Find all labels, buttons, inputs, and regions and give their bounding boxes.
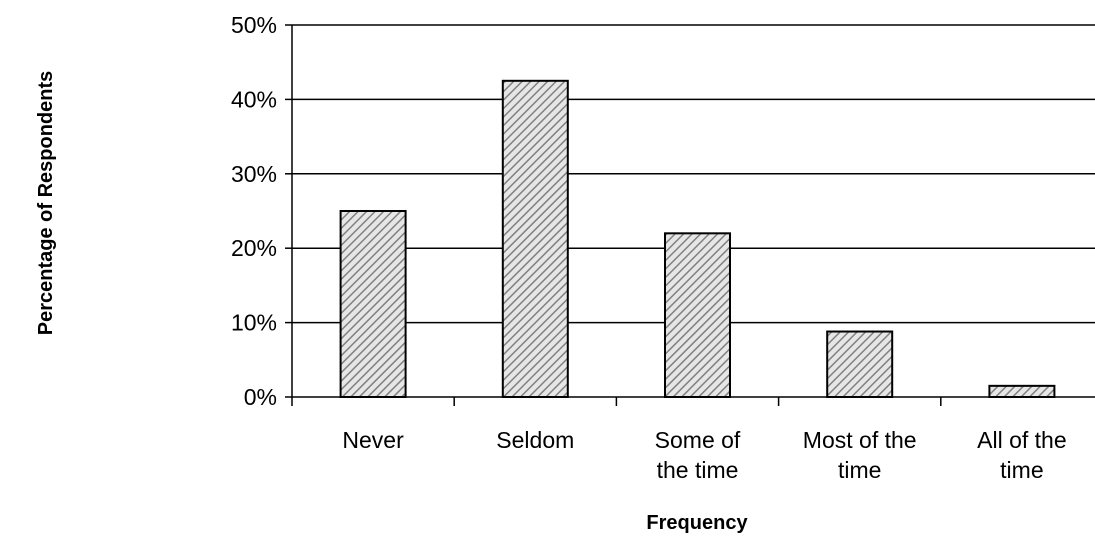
y-tick-labels: 0% 10% 20% 30% 40% 50% [231, 12, 277, 410]
axes [285, 24, 1095, 406]
x-category-label: All of the time [977, 427, 1067, 483]
bar [826, 330, 894, 399]
x-category-label: Some of the time [655, 427, 741, 483]
x-category-labels: Never Seldom Some of the time Most of the tim… [342, 427, 1066, 483]
y-axis-title: Percentage of Respondents [35, 71, 57, 336]
y-tick-label: 10% [231, 310, 277, 336]
y-tick-label: 20% [231, 235, 277, 261]
bar [988, 384, 1056, 398]
bars [339, 79, 1056, 399]
x-axis-title: Frequency [646, 512, 748, 534]
x-category-label: Most of the time [803, 427, 917, 483]
y-tick-label: 40% [231, 86, 277, 112]
gridlines [292, 24, 1095, 324]
bar [339, 210, 407, 398]
y-tick-label: 50% [231, 12, 277, 38]
y-tick-label: 30% [231, 161, 277, 187]
x-category-label: Seldom [496, 427, 574, 453]
y-tick-label: 0% [244, 384, 277, 410]
x-category-label: Never [342, 427, 404, 453]
bar [501, 79, 569, 399]
bar [664, 232, 731, 398]
